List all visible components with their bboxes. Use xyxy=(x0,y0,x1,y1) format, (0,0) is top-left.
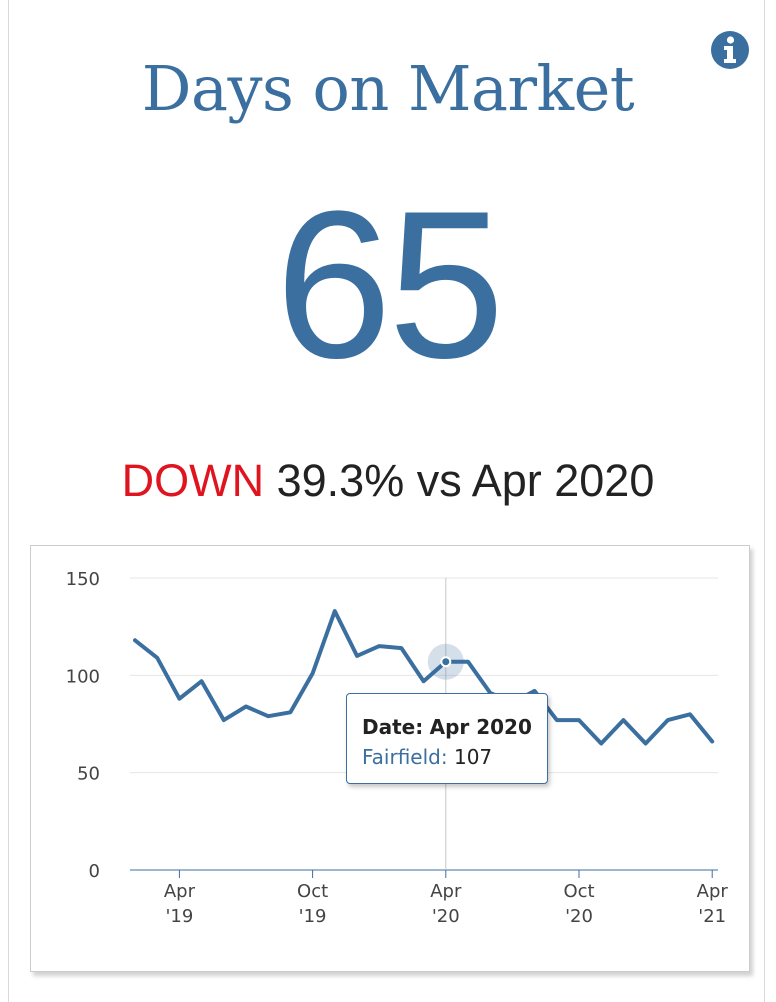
x-tick-label: Oct xyxy=(297,881,328,902)
x-tick-label: '19 xyxy=(299,906,327,927)
tooltip-series-label: Fairfield: xyxy=(362,745,448,769)
x-tick-label: Apr xyxy=(164,881,196,902)
x-tick-label: Oct xyxy=(563,881,594,902)
series-line-fairfield xyxy=(133,609,715,746)
tooltip-series-value: 107 xyxy=(453,745,493,769)
tooltip-date-value: Apr 2020 xyxy=(429,715,532,739)
chart-tooltip: Date: Apr 2020 Fairfield: 107 xyxy=(346,693,548,784)
tooltip-date-label: Date: xyxy=(362,715,424,739)
chart-container[interactable] xyxy=(30,545,750,972)
x-tick-label: '19 xyxy=(165,906,193,927)
info-icon[interactable] xyxy=(710,30,750,70)
x-tick-label: Apr xyxy=(430,881,462,902)
y-tick-label: 50 xyxy=(77,764,100,785)
y-tick-label: 100 xyxy=(66,666,100,687)
change-summary: DOWN 39.3% vs Apr 2020 xyxy=(0,458,776,503)
x-tick-label: '21 xyxy=(698,906,726,927)
metric-value: 65 xyxy=(275,167,505,402)
page-title: Days on Market xyxy=(141,52,635,125)
y-tick-label: 0 xyxy=(89,861,100,882)
highlighted-data-point xyxy=(440,656,452,668)
x-tick-label: '20 xyxy=(565,906,593,927)
x-tick-label: '20 xyxy=(432,906,460,927)
x-tick-label: Apr xyxy=(697,881,729,902)
change-direction: DOWN xyxy=(121,455,265,506)
change-text: 39.3% vs Apr 2020 xyxy=(276,455,655,506)
y-tick-label: 150 xyxy=(66,569,100,590)
